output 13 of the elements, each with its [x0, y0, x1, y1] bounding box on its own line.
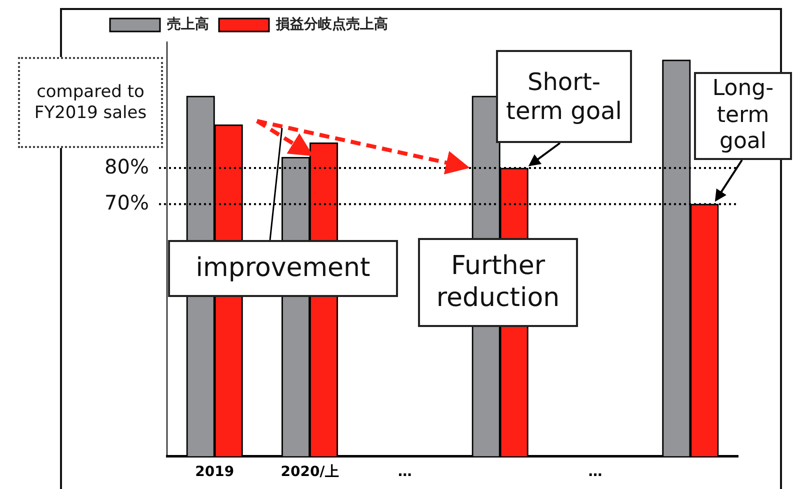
note-box: improvement	[168, 240, 398, 297]
x-tick-label: …	[588, 464, 602, 480]
y-tick-label: 70%	[104, 190, 149, 214]
note-box: Short-term goal	[496, 50, 632, 143]
x-tick-label: 2020/上	[280, 464, 339, 480]
x-tick-label: 2019	[195, 464, 234, 480]
legend-label: 売上高	[167, 16, 209, 33]
note-box: Long-term goal	[694, 72, 792, 160]
legend-label: 損益分岐点売上高	[275, 16, 388, 33]
y-tick-label: 80%	[104, 154, 149, 178]
note-box: compared to FY2019 sales	[18, 57, 163, 148]
note-box: Further reduction	[418, 238, 578, 327]
x-tick-label: …	[398, 464, 412, 480]
